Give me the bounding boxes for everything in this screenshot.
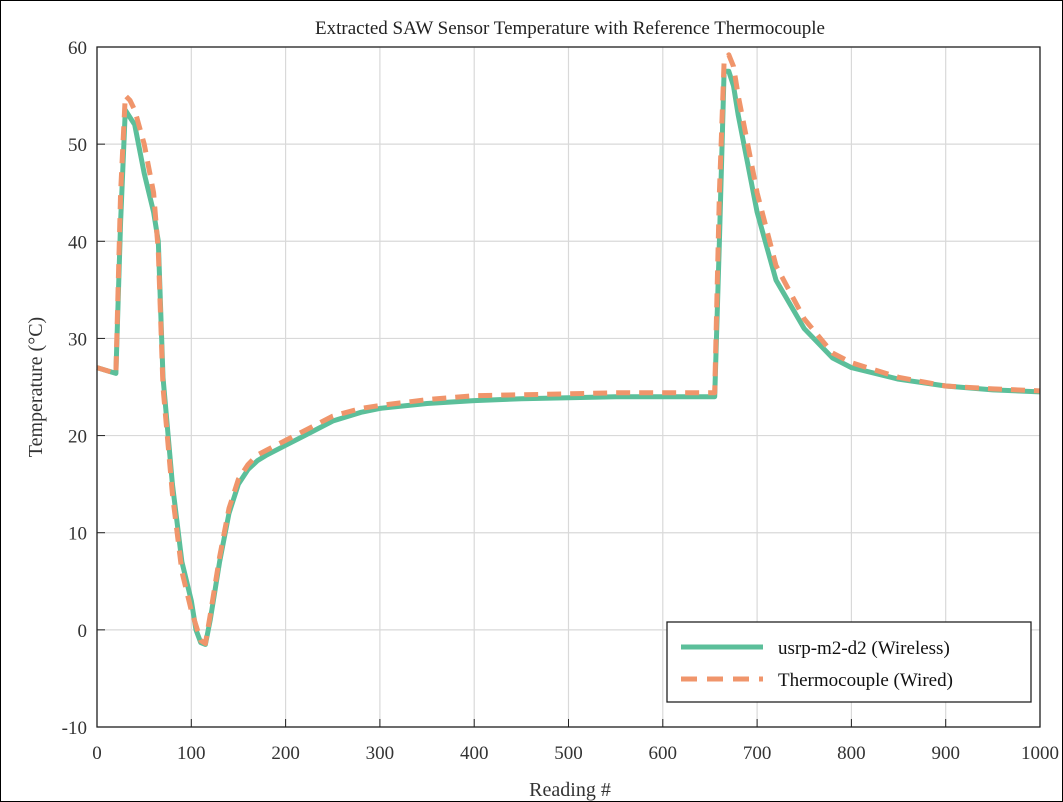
series-layer: [96, 52, 1041, 647]
y-tick-label: 30: [68, 329, 87, 350]
x-tick-label: 200: [271, 743, 300, 764]
y-tick-label: 50: [68, 135, 87, 156]
legend-box: [666, 621, 1032, 703]
y-tick-label: 60: [68, 38, 87, 59]
legend-label-1: usrp-m2-d2 (Wireless): [778, 638, 950, 659]
x-tick-label: 400: [460, 743, 489, 764]
x-tick-label: 100: [177, 743, 206, 764]
x-tick-label: 300: [366, 743, 395, 764]
y-tick-label: 10: [68, 524, 87, 545]
x-tick-label: 500: [554, 743, 583, 764]
y-tick-label: 40: [68, 232, 87, 253]
x-axis-ticks: 0 100 200 300 400 500 600 700 800 900 1000: [92, 719, 1059, 764]
x-tick-label: 0: [92, 743, 102, 764]
y-tick-label: 20: [68, 427, 87, 448]
y-tick-label: 0: [78, 621, 88, 642]
x-tick-label: 800: [837, 743, 866, 764]
y-axis-label: Temperature (°C): [25, 317, 47, 457]
x-axis-label: Reading #: [529, 779, 611, 801]
y-tick-label: -10: [62, 718, 87, 739]
y-axis-ticks: -10 0 10 20 30 40 50 60: [62, 38, 105, 739]
x-tick-label: 900: [931, 743, 960, 764]
x-tick-label: 700: [743, 743, 772, 764]
legend-label-2: Thermocouple (Wired): [778, 670, 953, 691]
legend: usrp-m2-d2 (Wireless) Thermocouple (Wired…: [666, 621, 1032, 703]
x-tick-label: 1000: [1021, 743, 1059, 764]
chart-title: Extracted SAW Sensor Temperature with Re…: [315, 18, 825, 39]
x-tick-label: 600: [649, 743, 678, 764]
